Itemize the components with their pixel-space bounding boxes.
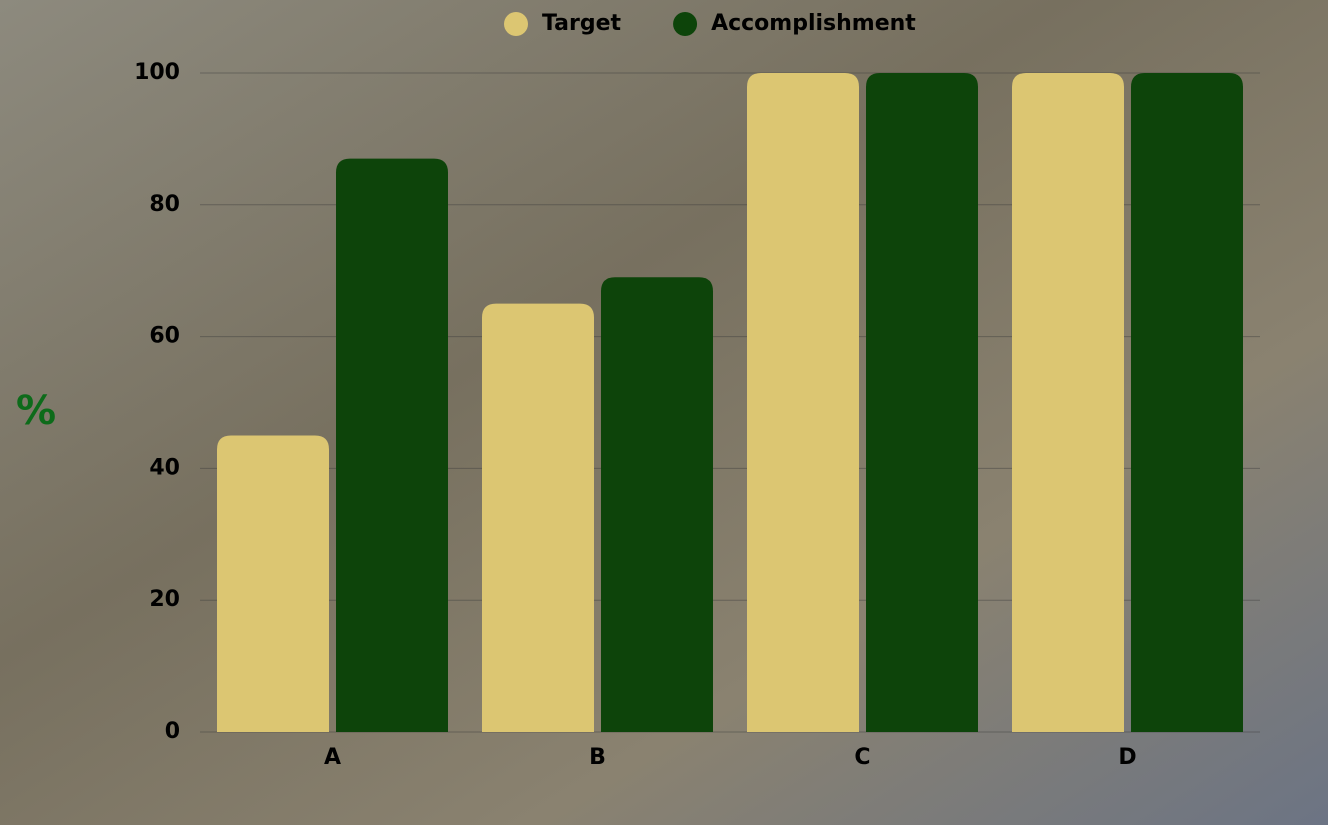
y-axis-label: %	[16, 388, 56, 434]
bar	[747, 73, 859, 732]
legend-label: Accomplishment	[711, 11, 916, 36]
y-tick-label: 20	[149, 587, 180, 612]
y-tick-label: 100	[134, 60, 180, 85]
y-tick-label: 40	[149, 455, 180, 480]
bar	[1131, 73, 1243, 732]
bar	[1012, 73, 1124, 732]
y-tick-label: 0	[165, 719, 180, 744]
bar	[482, 303, 594, 732]
x-tick-label: A	[324, 745, 341, 770]
bar	[601, 277, 713, 732]
legend-label: Target	[542, 11, 622, 36]
x-tick-label: B	[589, 745, 606, 770]
bar	[336, 158, 448, 733]
y-tick-label: 80	[149, 192, 180, 217]
x-tick-label: C	[854, 745, 870, 770]
bar	[866, 73, 978, 732]
legend-swatch	[504, 12, 528, 36]
legend-swatch	[673, 12, 698, 36]
bar	[217, 435, 329, 732]
x-tick-label: D	[1118, 745, 1136, 770]
y-tick-label: 60	[149, 324, 180, 349]
